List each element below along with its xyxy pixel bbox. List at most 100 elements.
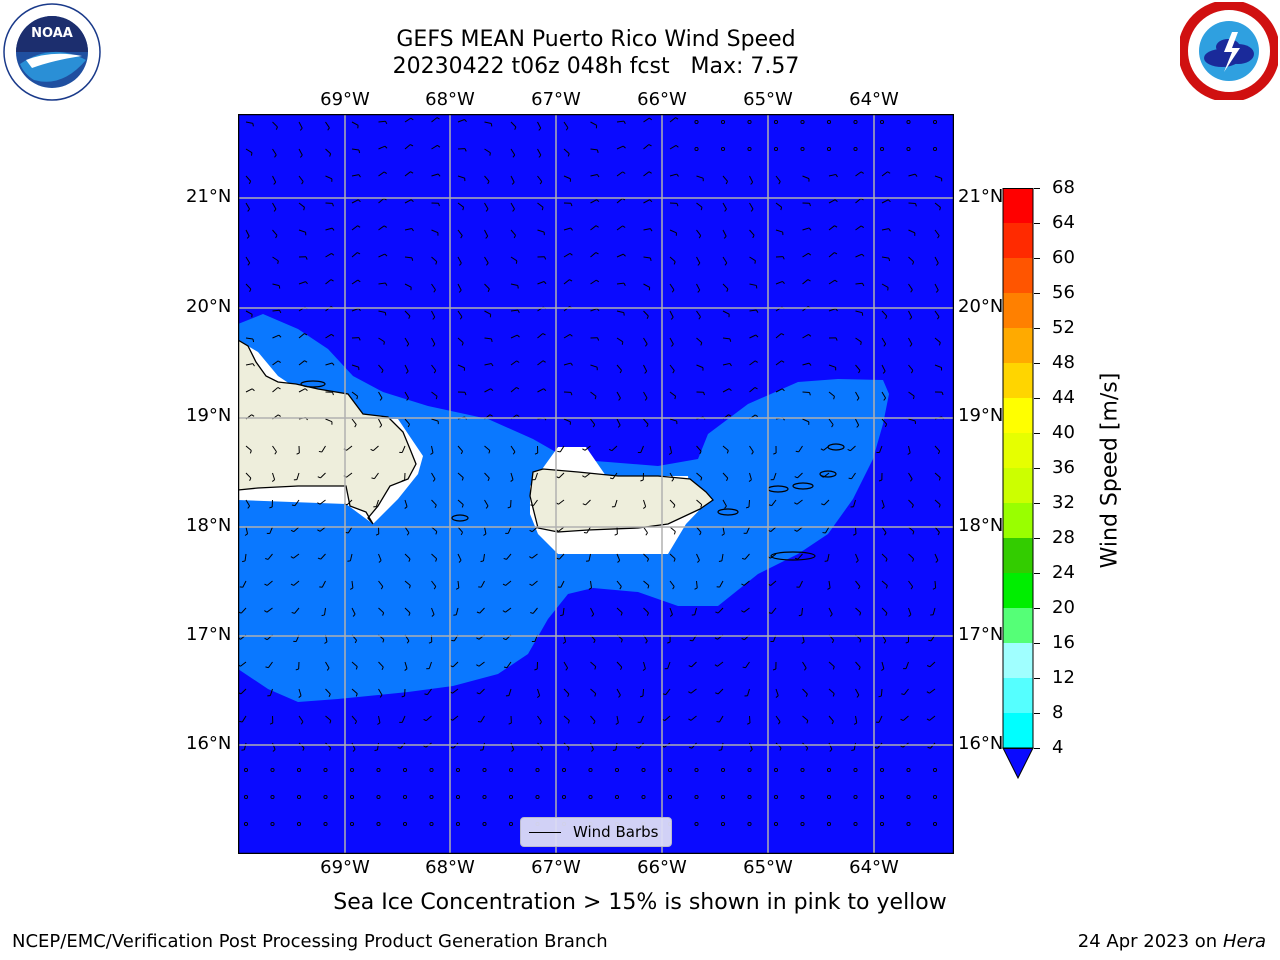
chart-title-line2: 20230422 t06z 048h fcst Max: 7.57 bbox=[392, 54, 800, 79]
wind-barb-flag bbox=[543, 388, 547, 392]
wind-barb bbox=[376, 742, 379, 750]
wind-barb bbox=[669, 256, 676, 263]
wind-barb bbox=[611, 445, 618, 452]
wind-barb bbox=[510, 148, 516, 156]
wind-barb bbox=[902, 715, 909, 721]
wind-barb-flag bbox=[829, 749, 833, 752]
wind-barb-flag bbox=[908, 614, 912, 617]
wind-barb-flag bbox=[569, 334, 573, 337]
wind-barb-flag bbox=[936, 316, 940, 320]
calm-wind-marker bbox=[376, 767, 381, 773]
wind-barb bbox=[505, 580, 512, 586]
wind-barb bbox=[431, 418, 439, 422]
wind-barb-flag bbox=[324, 641, 328, 644]
colorbar-tick-label: 24 bbox=[1052, 562, 1075, 583]
wind-barb-flag bbox=[490, 363, 494, 367]
wind-barb bbox=[537, 281, 545, 285]
wind-barb bbox=[507, 526, 512, 534]
wind-barb-flag bbox=[530, 504, 534, 507]
wind-barb bbox=[426, 688, 432, 695]
wind-barb bbox=[510, 229, 516, 236]
colorbar-tick-mark bbox=[1034, 293, 1040, 294]
wind-barb bbox=[903, 688, 909, 695]
colorbar-tick-label: 36 bbox=[1052, 457, 1075, 478]
wind-barb bbox=[452, 715, 459, 721]
wind-barb bbox=[908, 580, 914, 587]
wind-barb bbox=[669, 580, 675, 587]
colorbar-frame bbox=[1002, 188, 1034, 749]
wind-barb bbox=[616, 661, 623, 668]
wind-barb bbox=[245, 388, 253, 393]
wind-barb-flag bbox=[715, 611, 719, 614]
wind-barb bbox=[616, 225, 623, 231]
wind-barb-flag bbox=[438, 203, 440, 207]
wind-barb bbox=[669, 117, 676, 123]
wind-barb-flag bbox=[900, 718, 904, 722]
calm-wind-marker bbox=[694, 119, 699, 125]
wind-barb-flag bbox=[433, 586, 437, 590]
wind-barb-flag bbox=[672, 586, 675, 590]
colorbar-segment bbox=[1003, 223, 1033, 258]
wind-barb bbox=[616, 171, 623, 177]
wind-barb bbox=[616, 253, 624, 258]
wind-barb bbox=[802, 334, 809, 339]
wind-barb bbox=[510, 360, 517, 366]
wind-barb-flag bbox=[264, 610, 268, 613]
wind-barb-flag bbox=[304, 360, 308, 363]
wind-barb-flag bbox=[741, 610, 745, 613]
wind-barb-flag bbox=[694, 587, 698, 590]
wind-barb-flag bbox=[608, 448, 613, 452]
wind-barb-flag bbox=[476, 664, 480, 667]
wind-barb-flag bbox=[645, 532, 648, 536]
wind-barb-flag bbox=[596, 279, 600, 283]
wind-barb-flag bbox=[358, 308, 361, 312]
wind-barb-flag bbox=[884, 532, 887, 536]
wind-barb bbox=[510, 121, 517, 128]
wind-barb bbox=[881, 364, 886, 372]
wind-barb bbox=[669, 144, 677, 150]
wind-barb-flag bbox=[688, 665, 692, 668]
wind-barb bbox=[881, 418, 888, 425]
wind-barb-flag bbox=[382, 639, 385, 643]
wind-barb bbox=[404, 499, 408, 507]
wind-barb-flag bbox=[379, 424, 383, 428]
wind-barb bbox=[245, 229, 250, 237]
wind-barb bbox=[828, 418, 834, 425]
wind-barb bbox=[690, 688, 697, 694]
wind-barb bbox=[749, 445, 754, 453]
calm-wind-marker bbox=[641, 794, 646, 800]
wind-barb bbox=[346, 499, 353, 506]
wind-barb-flag bbox=[884, 423, 888, 428]
wind-barb bbox=[722, 445, 729, 451]
wind-barb bbox=[266, 580, 273, 586]
wind-barb bbox=[612, 472, 618, 480]
wind-barb-flag bbox=[264, 583, 268, 586]
wind-barb-flag bbox=[541, 207, 544, 211]
wind-barb-flag bbox=[596, 174, 600, 178]
wind-barb bbox=[241, 715, 247, 723]
island-st-croix bbox=[770, 551, 816, 561]
wind-barb-flag bbox=[537, 695, 540, 698]
wind-barb-flag bbox=[909, 316, 913, 320]
wind-barb-flag bbox=[623, 253, 626, 257]
wind-barb bbox=[746, 526, 750, 534]
lat-label-right-19n: 19°N bbox=[958, 405, 1004, 426]
calm-wind-marker bbox=[853, 767, 858, 773]
wind-barb-flag bbox=[560, 614, 564, 617]
wind-barb bbox=[324, 607, 326, 616]
wind-barb bbox=[643, 199, 650, 204]
wind-barb bbox=[372, 445, 379, 452]
wind-barb-flag bbox=[619, 370, 622, 374]
wind-barb bbox=[669, 445, 673, 453]
wind-barb bbox=[771, 607, 777, 614]
wind-barb-flag bbox=[639, 695, 644, 698]
wind-barb bbox=[643, 283, 650, 288]
wind-barb-flag bbox=[754, 360, 758, 363]
wind-barb-flag bbox=[275, 235, 278, 239]
wind-barb bbox=[298, 688, 302, 696]
calm-wind-marker bbox=[879, 119, 885, 125]
colorbar-segment bbox=[1003, 468, 1033, 503]
wind-barb bbox=[404, 553, 411, 560]
wind-barb-flag bbox=[619, 586, 622, 590]
wind-barb-flag bbox=[277, 360, 281, 363]
